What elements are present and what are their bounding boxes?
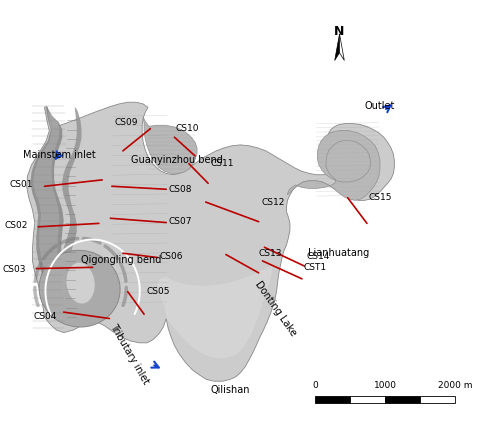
Text: CS01: CS01 <box>10 180 34 189</box>
Polygon shape <box>158 265 273 358</box>
Bar <box>350 396 385 404</box>
Polygon shape <box>26 102 394 381</box>
Text: CS10: CS10 <box>176 124 199 133</box>
Text: Outlet: Outlet <box>364 101 395 112</box>
Text: CST1: CST1 <box>304 263 326 272</box>
Text: Donting Lake: Donting Lake <box>253 279 298 338</box>
Text: Guanyinzhou bend: Guanyinzhou bend <box>131 155 223 165</box>
Text: CS08: CS08 <box>168 185 192 194</box>
Bar <box>316 396 350 404</box>
Bar <box>420 396 455 404</box>
Bar <box>385 396 420 404</box>
Text: N: N <box>334 25 344 38</box>
Text: CS15: CS15 <box>368 193 392 202</box>
Text: CS13: CS13 <box>258 249 282 258</box>
Text: Qilishan: Qilishan <box>210 385 250 395</box>
Text: CS05: CS05 <box>147 287 171 296</box>
Polygon shape <box>143 117 197 173</box>
Text: CS14: CS14 <box>307 252 330 261</box>
Text: CS04: CS04 <box>33 312 56 321</box>
Polygon shape <box>340 34 344 60</box>
Ellipse shape <box>39 250 120 327</box>
Text: CS07: CS07 <box>168 217 192 226</box>
Text: Qigongling bend: Qigongling bend <box>80 255 161 265</box>
Text: Tributary inlet: Tributary inlet <box>108 322 151 386</box>
Text: 2000 m: 2000 m <box>438 381 472 390</box>
Polygon shape <box>30 107 70 315</box>
Text: 0: 0 <box>312 381 318 390</box>
Ellipse shape <box>66 262 95 304</box>
Text: CS12: CS12 <box>261 198 284 207</box>
Text: CS02: CS02 <box>4 221 28 230</box>
Text: CS06: CS06 <box>160 252 184 261</box>
Text: 1000: 1000 <box>374 381 396 390</box>
Text: Lianhuatang: Lianhuatang <box>308 248 369 258</box>
Text: CS11: CS11 <box>210 159 234 168</box>
Polygon shape <box>62 107 86 318</box>
Polygon shape <box>288 131 380 200</box>
Text: CS09: CS09 <box>114 118 138 127</box>
Polygon shape <box>34 111 66 313</box>
Polygon shape <box>334 34 340 60</box>
Text: Mainstem inlet: Mainstem inlet <box>23 150 96 160</box>
Text: CS03: CS03 <box>2 265 26 274</box>
